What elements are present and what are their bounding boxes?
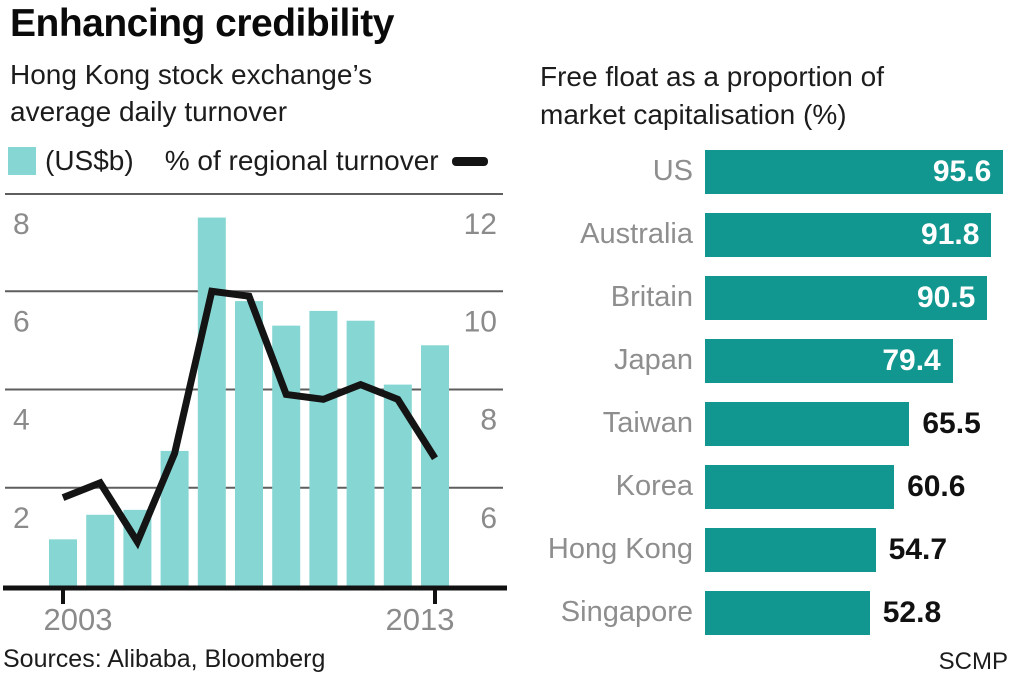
bar-area: 65.5 [705,402,1017,446]
turnover-bar [421,345,449,586]
country-label: Hong Kong [547,533,693,565]
freefloat-row: Japan 79.4 [530,339,1019,383]
right-axis-tick-label: 8 [480,404,497,437]
freefloat-bar [705,528,876,572]
freefloat-bar [705,339,953,383]
value-label: 60.6 [907,470,966,503]
value-label: 79.4 [882,344,941,377]
left-axis-tick-label: 8 [13,208,30,241]
bar-area: 52.8 [705,591,1017,635]
freefloat-row: US 95.6 [530,150,1019,194]
value-label: 54.7 [888,533,948,566]
left-chart-subtitle-line1: Hong Kong stock exchange’s [10,59,373,90]
freefloat-row: Britain 90.5 [530,276,1019,320]
freefloat-row: Singapore 52.8 [530,591,1019,635]
freefloat-bar [705,213,992,257]
value-label: 95.6 [932,155,992,188]
right-chart-title: Free float as a proportion of market cap… [540,58,884,134]
turnover-bar [197,217,226,586]
freefloat-bar [705,465,895,509]
left-chart-subtitle: Hong Kong stock exchange’s average daily… [10,56,372,130]
bar-legend-swatch-icon [8,147,36,175]
right-chart-title-line1: Free float as a proportion of [540,61,884,92]
freefloat-row: Australia 91.8 [530,213,1019,257]
left-chart-subtitle-line2: average daily turnover [10,96,288,127]
turnover-bar [346,320,375,586]
right-axis-tick-label: 6 [480,502,497,535]
bar-area: 54.7 [705,528,1017,572]
freefloat-row: Taiwan 65.5 [530,402,1019,446]
freefloat-row: Korea 60.6 [530,465,1019,509]
right-axis-tick-label: 10 [464,305,497,338]
sources-note: Sources: Alibaba, Bloomberg [3,645,326,673]
turnover-bar [235,301,263,586]
value-label: 65.5 [922,407,981,440]
line-legend-swatch-icon [451,156,488,166]
country-label: US [652,155,693,187]
left-axis-tick-label: 6 [13,305,30,338]
country-label: Australia [580,218,693,250]
bar-area: 79.4 [705,339,1017,383]
freefloat-bar [705,150,1004,194]
combo-chart-legend: (US$b) % of regional turnover [8,145,488,177]
turnover-bar [309,310,338,586]
right-axis-tick-label: 12 [464,208,497,241]
bar-area: 60.6 [705,465,1017,509]
right-chart-title-line2: market capitalisation (%) [540,99,847,130]
country-label: Korea [615,470,693,502]
country-label: Taiwan [602,407,693,439]
turnover-bar [86,514,115,586]
country-label: Britain [610,281,693,313]
credit-mark: SCMP [938,648,1008,675]
value-label: 90.5 [916,281,976,314]
line-legend-label: % of regional turnover [164,145,439,176]
country-label: Japan [613,344,693,376]
combo-chart: 8 12 6 10 4 8 2 6 2003 2013 [3,193,507,637]
page-title: Enhancing credibility [10,2,394,45]
bar-area: 90.5 [705,276,1017,320]
value-label: 52.8 [882,596,942,629]
country-label: Singapore [560,596,693,628]
turnover-bar [49,539,77,586]
bar-legend-label: (US$b) [45,145,134,176]
x-axis-tick-label: 2013 [386,602,455,637]
freefloat-bar-chart: US 95.6 Australia 91.8 Britain 90.5 Japan 79.4 T… [530,150,1019,635]
left-axis-tick-label: 2 [13,502,30,535]
bar-area: 91.8 [705,213,1017,257]
freefloat-bar [705,402,910,446]
regional-turnover-line [61,287,438,550]
freefloat-bar [705,591,870,635]
bar-area: 95.6 [705,150,1017,194]
freefloat-row: Hong Kong 54.7 [530,528,1019,572]
left-axis-tick-label: 4 [13,404,30,437]
x-axis-tick-label: 2003 [44,602,113,637]
value-label: 91.8 [921,218,980,251]
freefloat-bar [705,276,988,320]
